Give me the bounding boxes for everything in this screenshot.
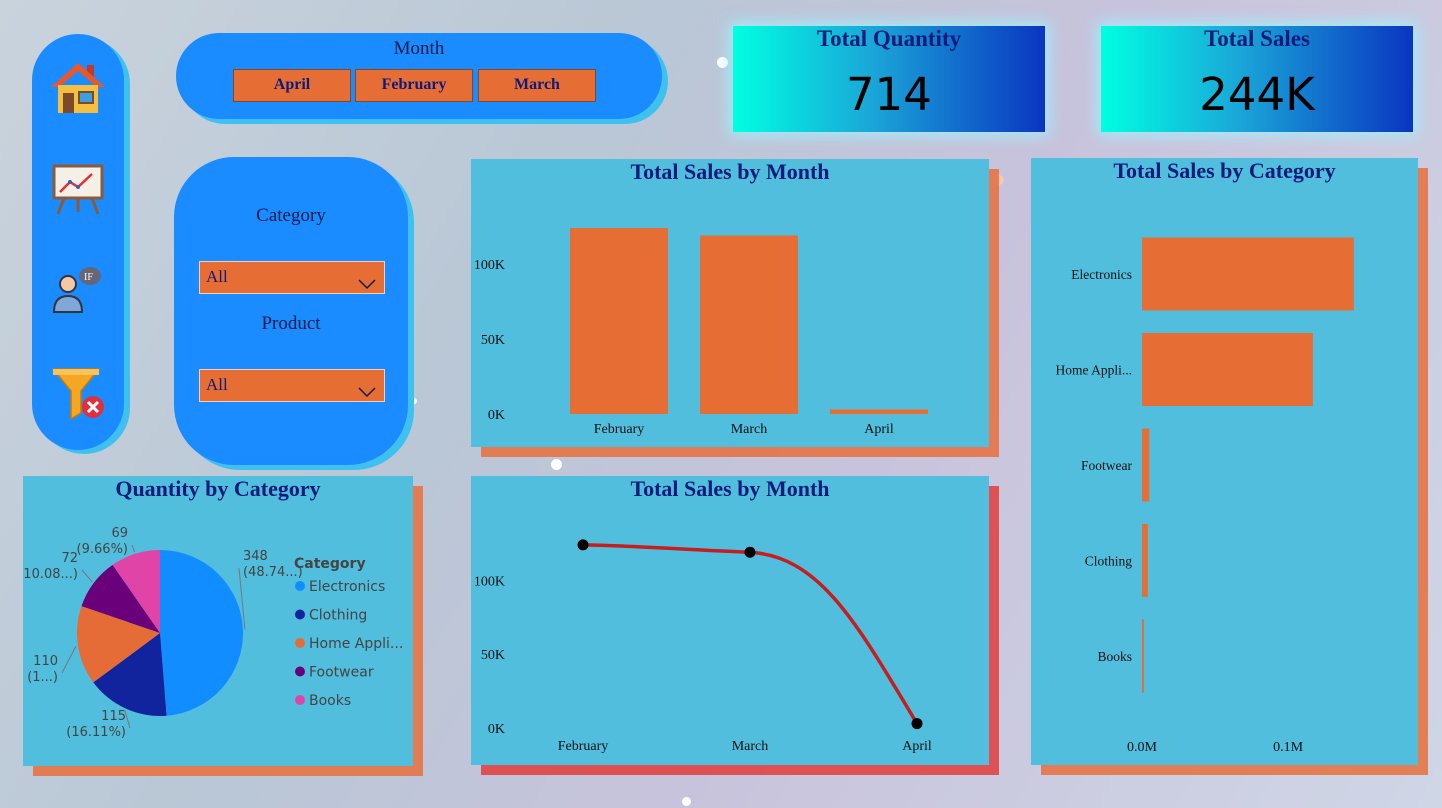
pie-data-label: (1...): [27, 670, 58, 685]
sidebar-nav: IF: [32, 34, 124, 450]
bar-march: [700, 236, 798, 415]
pie-data-label: (10.08...): [23, 567, 78, 582]
x-tick-label: February: [594, 422, 645, 437]
nav-home-button[interactable]: [46, 58, 110, 122]
pie-leader-line: [132, 545, 135, 552]
decor-dot: [411, 398, 417, 404]
line-point-february: [578, 539, 589, 550]
pie-data-label: (9.66%): [77, 542, 128, 557]
quantity-by-category-chart: 348(48.74...) 115(16.11%) 110(1...) 72(10.0…: [23, 476, 413, 766]
bar-april: [830, 410, 928, 415]
month-option-february[interactable]: February: [355, 69, 473, 102]
clear-filter-icon: [49, 363, 107, 426]
quantity-by-category-card: Quantity by Category 348 (48.74...) 115 (16…: [23, 476, 413, 766]
y-tick-label: 100K: [474, 258, 505, 273]
decor-dot: [994, 175, 1004, 185]
y-tick-label: Home Appli...: [1056, 363, 1133, 378]
pie-legend-item: Home Appli...: [309, 636, 403, 652]
pie-data-label: (16.11%): [66, 725, 126, 740]
y-tick-label: 0K: [488, 408, 505, 423]
y-tick-label: 100K: [474, 574, 505, 589]
kpi-total-quantity-value: 714: [733, 68, 1045, 121]
y-tick-label: 50K: [481, 333, 505, 348]
pie-data-label: 72: [61, 551, 78, 566]
category-dropdown[interactable]: All: [199, 261, 385, 294]
chevron-down-icon: [358, 270, 376, 300]
sales-by-month-line-card: Total Sales by Month 0K 50K 100K February Ma…: [471, 476, 989, 765]
kpi-total-quantity: Total Quantity 714: [733, 26, 1045, 132]
sales-by-month-bar-card: Total Sales by Month 0K 50K 100K February Ma…: [471, 159, 989, 447]
bar-category: [1142, 333, 1313, 406]
y-tick-label: Footwear: [1081, 458, 1132, 473]
pie-legend-item: Electronics: [309, 579, 385, 595]
pie-legend-item: Books: [309, 693, 351, 709]
line-point-april: [912, 718, 923, 729]
y-tick-label: 0K: [488, 722, 505, 737]
kpi-total-sales-value: 244K: [1101, 68, 1413, 121]
sales-line-series: [583, 545, 917, 724]
pie-data-label: 348: [243, 549, 268, 564]
kpi-total-quantity-title: Total Quantity: [733, 26, 1045, 52]
kpi-total-sales-title: Total Sales: [1101, 26, 1413, 52]
pie-legend-marker: [295, 667, 305, 677]
x-tick-label: 0.0M: [1127, 740, 1158, 755]
month-slicer: Month April February March: [176, 33, 662, 119]
y-tick-label: Electronics: [1071, 267, 1132, 282]
sales-by-month-line-chart: 0K 50K 100K February March April: [471, 476, 989, 765]
bar-category: [1142, 429, 1149, 502]
chevron-down-icon: [358, 378, 376, 408]
decor-dot: [682, 797, 691, 806]
x-tick-label: April: [864, 422, 894, 437]
pie-leader-line: [62, 646, 76, 673]
y-tick-label: Clothing: [1085, 554, 1133, 569]
pie-legend-marker: [295, 610, 305, 620]
product-filter-label: Product: [174, 313, 408, 335]
pie-legend-item: Footwear: [309, 665, 374, 681]
sales-by-category-card: Total Sales by Category Electronics Home …: [1031, 158, 1418, 765]
bar-category: [1142, 524, 1148, 597]
category-dropdown-value: All: [206, 267, 228, 286]
pie-legend-title: Category: [294, 556, 366, 572]
month-option-april[interactable]: April: [233, 69, 351, 102]
pie-legend-marker: [295, 695, 305, 705]
pie-data-label: 115: [101, 709, 126, 724]
x-tick-label: March: [731, 422, 768, 437]
chart-presentation-icon: [50, 160, 106, 221]
nav-clear-filter-button[interactable]: [46, 362, 110, 426]
decor-dot: [551, 459, 562, 470]
x-tick-label: 0.1M: [1273, 740, 1304, 755]
month-slicer-title: Month: [176, 38, 662, 60]
decor-dot: [717, 57, 728, 68]
bar-category: [1142, 620, 1144, 693]
sales-by-category-chart: Electronics Home Appli... Footwear Clothing…: [1031, 158, 1418, 765]
x-tick-label: April: [902, 739, 932, 754]
pie-leader-line: [82, 570, 92, 582]
pie-data-label: 110: [33, 654, 58, 669]
month-option-march[interactable]: March: [478, 69, 596, 102]
home-icon: [49, 59, 107, 122]
product-dropdown-value: All: [206, 375, 228, 394]
y-tick-label: 50K: [481, 648, 505, 663]
pie-slice: [160, 550, 243, 716]
sales-by-month-bar-chart: 0K 50K 100K February March April: [471, 159, 989, 447]
category-filter-label: Category: [174, 205, 408, 227]
bar-february: [570, 228, 668, 414]
user-question-icon: IF: [50, 262, 106, 323]
product-dropdown[interactable]: All: [199, 369, 385, 402]
pie-legend-marker: [295, 638, 305, 648]
filter-panel: Category All Product All: [174, 157, 408, 465]
x-tick-label: March: [732, 739, 769, 754]
nav-user-question-button[interactable]: IF: [46, 260, 110, 324]
x-tick-label: February: [558, 739, 609, 754]
pie-legend-marker: [295, 581, 305, 591]
pie-data-label: 69: [111, 526, 128, 541]
svg-text:IF: IF: [84, 272, 93, 283]
bar-category: [1142, 238, 1354, 311]
line-point-march: [745, 547, 756, 558]
pie-legend-item: Clothing: [309, 608, 367, 624]
nav-presentation-button[interactable]: [46, 158, 110, 222]
y-tick-label: Books: [1097, 649, 1132, 664]
kpi-total-sales: Total Sales 244K: [1101, 26, 1413, 132]
